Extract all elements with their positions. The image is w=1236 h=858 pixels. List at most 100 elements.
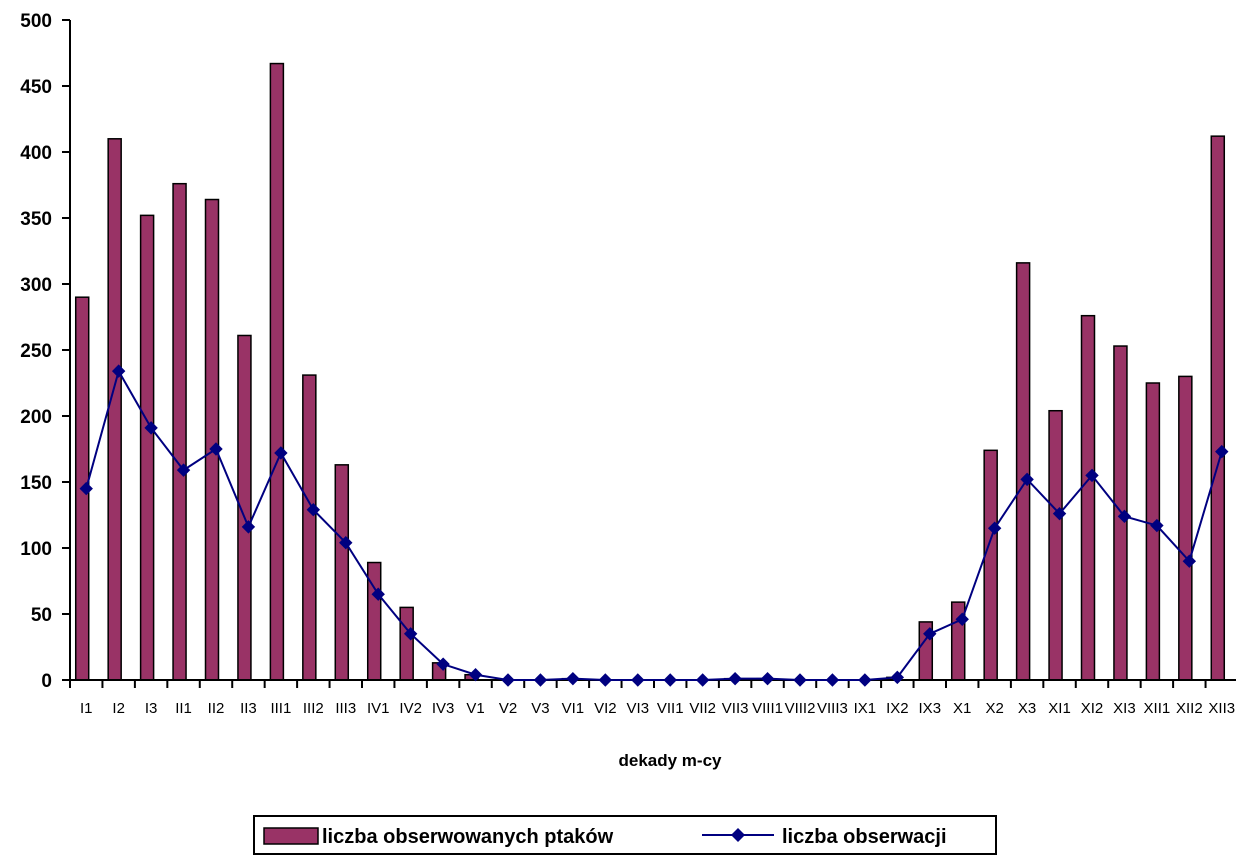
x-tick-label: V1 xyxy=(466,700,484,717)
line-point xyxy=(760,671,775,686)
bar xyxy=(107,138,122,681)
y-tick-label: 450 xyxy=(20,77,52,98)
y-tick-label: 500 xyxy=(20,11,52,32)
bar xyxy=(1080,314,1096,681)
line-point xyxy=(598,673,613,687)
x-tick-label: X3 xyxy=(1018,700,1036,717)
line-point xyxy=(631,673,645,687)
x-tick-label: II1 xyxy=(175,700,192,717)
line-point xyxy=(728,671,742,686)
line-point xyxy=(501,673,515,687)
line-point xyxy=(111,364,126,378)
bar xyxy=(1015,262,1031,681)
x-tick-label: IV1 xyxy=(367,700,390,717)
line-point xyxy=(176,463,191,477)
x-tick-label: XII1 xyxy=(1144,700,1171,717)
y-tick-label: 250 xyxy=(20,341,52,362)
legend-box xyxy=(253,815,997,855)
x-tick-label: XII3 xyxy=(1208,700,1235,717)
bar xyxy=(1178,375,1193,681)
y-tick-label: 100 xyxy=(20,539,52,560)
legend-bar-swatch xyxy=(263,827,319,845)
x-tick-label: III2 xyxy=(303,700,324,717)
x-tick-label: V3 xyxy=(531,700,549,717)
legend-diamond-marker xyxy=(731,828,745,842)
x-axis-title: dekady m-cy xyxy=(619,751,723,770)
x-tick-label: I2 xyxy=(112,700,125,717)
line-point xyxy=(403,627,418,641)
line-point xyxy=(1182,554,1197,568)
x-tick-label: VII1 xyxy=(657,700,684,717)
bar xyxy=(269,62,285,681)
y-tick-label: 150 xyxy=(20,473,52,494)
line-point xyxy=(955,612,969,626)
x-tick-label: V2 xyxy=(499,700,517,717)
bar xyxy=(983,449,998,681)
bar xyxy=(172,182,187,681)
x-tick-label: VIII2 xyxy=(785,700,816,717)
x-tick-label: VIII1 xyxy=(752,700,783,717)
x-tick-label: X2 xyxy=(985,700,1003,717)
line-point xyxy=(371,587,385,601)
line-point xyxy=(1052,506,1067,521)
bar xyxy=(399,606,414,681)
legend-line-label: liczba obserwacji xyxy=(782,826,947,848)
x-tick-label: IX1 xyxy=(854,700,877,717)
y-tick-label: 0 xyxy=(41,671,52,692)
line-point xyxy=(1215,444,1229,459)
line-point xyxy=(533,673,548,687)
line-point xyxy=(1085,468,1099,483)
x-tick-label: IX2 xyxy=(886,700,909,717)
line-point xyxy=(306,503,321,517)
x-tick-label: X1 xyxy=(953,700,971,717)
x-tick-label: IX3 xyxy=(919,700,942,717)
line-point xyxy=(339,536,353,550)
bar xyxy=(204,198,220,681)
x-tick-label: VII2 xyxy=(689,700,716,717)
x-tick-label: XI1 xyxy=(1048,700,1071,717)
x-tick-label: IV3 xyxy=(432,700,455,717)
x-tick-label: II2 xyxy=(208,700,225,717)
line-point xyxy=(144,421,158,435)
bar xyxy=(139,214,155,681)
line-point xyxy=(1117,509,1132,524)
x-tick-label: IV2 xyxy=(399,700,422,717)
x-tick-label: VII3 xyxy=(722,700,749,717)
x-tick-label: I1 xyxy=(80,700,93,717)
x-tick-label: III1 xyxy=(270,700,291,717)
line-point xyxy=(274,446,288,460)
y-tick-label: 300 xyxy=(20,275,52,296)
x-tick-label: I3 xyxy=(145,700,158,717)
x-tick-label: VI2 xyxy=(594,700,617,717)
legend: liczba obserwowanych ptaków liczba obser… xyxy=(253,815,997,855)
line-point xyxy=(825,673,840,687)
x-tick-label: VI3 xyxy=(627,700,650,717)
x-tick-label: II3 xyxy=(240,700,257,717)
legend-bar-label: liczba obserwowanych ptaków xyxy=(322,826,614,848)
y-tick-label: 400 xyxy=(20,143,52,164)
x-tick-label: III3 xyxy=(335,700,356,717)
bar xyxy=(302,374,317,681)
line-point xyxy=(468,668,483,682)
line-point xyxy=(695,673,710,687)
line-point xyxy=(241,520,256,534)
x-tick-label: VIII3 xyxy=(817,700,848,717)
line-point xyxy=(663,673,677,687)
y-tick-label: 200 xyxy=(20,407,52,428)
bar xyxy=(334,464,350,681)
line-point xyxy=(1150,518,1164,533)
line-point xyxy=(923,627,937,641)
line-point xyxy=(793,673,807,687)
x-ticks-group: I1 I2 I3 II1 II2 II3 III1 III2 III3 IV1 IV2 IV3 V1 V2… xyxy=(69,680,1235,717)
line-point xyxy=(436,657,450,671)
line-series-group xyxy=(79,364,1229,687)
line-point xyxy=(987,521,1002,535)
line-point xyxy=(1020,472,1034,487)
series-line xyxy=(85,368,1223,681)
y-ticks-group: 0 50 100 150 200 250 300 350 400 450 500 xyxy=(20,11,70,692)
x-tick-label: XI2 xyxy=(1081,700,1104,717)
x-tick-label: VI1 xyxy=(562,700,585,717)
x-tick-label: XII2 xyxy=(1176,700,1203,717)
